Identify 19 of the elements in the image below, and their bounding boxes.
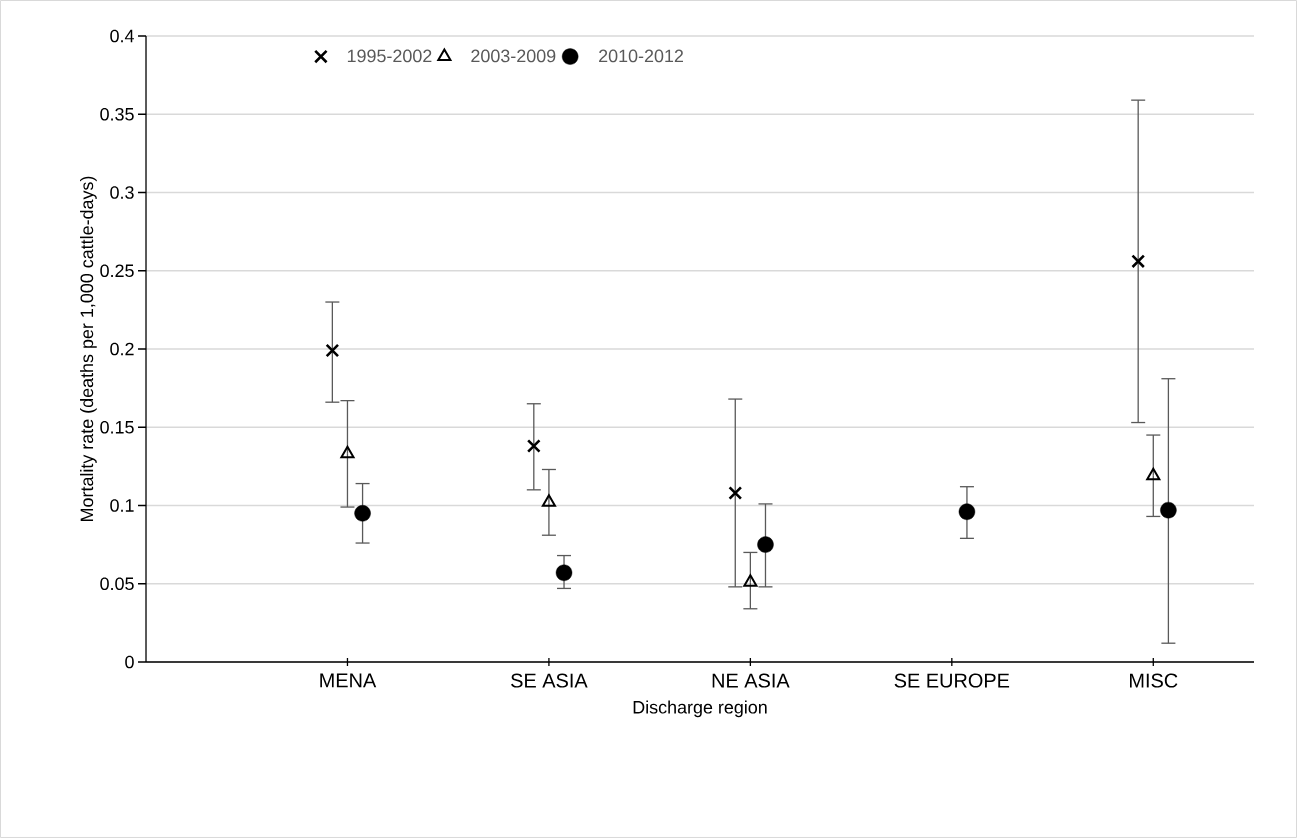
y-tick-label: 0.1	[110, 499, 134, 512]
legend-label: 2003-2009	[471, 49, 556, 63]
y-tick-label: 0.3	[110, 186, 134, 199]
x-tick-label: SE ASIA	[511, 673, 588, 688]
y-tick-label: 0.35	[100, 107, 134, 121]
y-tick-label: 0.15	[100, 420, 134, 434]
x-tick-label: SE EUROPE	[894, 673, 1010, 688]
y-tick-label: 0.2	[110, 342, 134, 356]
y-tick-label: 0.25	[100, 264, 134, 278]
legend-label: 1995-2002	[347, 49, 432, 63]
y-tick-label: 0.4	[110, 29, 134, 43]
x-tick-label: NE ASIA	[712, 673, 790, 688]
y-tick-label: 0.05	[100, 577, 134, 591]
y-tick-label: 0	[125, 655, 134, 669]
y-axis-title: Mortality rate (deaths per 1,000 cattle-days)	[80, 176, 97, 521]
x-tick-label: MENA	[320, 673, 377, 688]
legend-label: 2010-2012	[599, 49, 683, 63]
x-tick-label: MISC	[1130, 673, 1178, 688]
x-axis-title: Discharge region	[633, 700, 767, 718]
